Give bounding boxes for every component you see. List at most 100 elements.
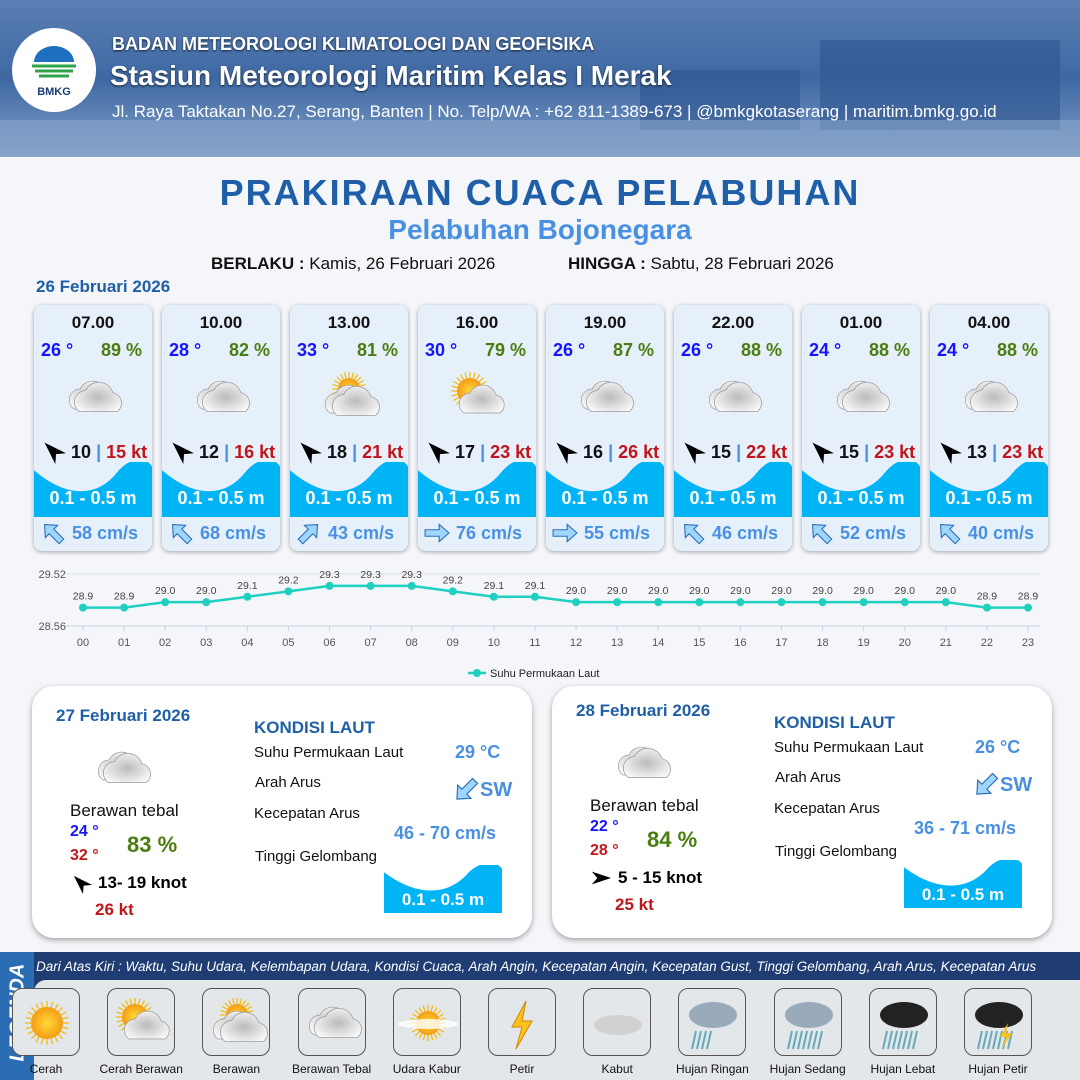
forecast-time: 10.00 (199, 313, 243, 332)
agency-name: BADAN METEOROLOGI KLIMATOLOGI DAN GEOFIS… (112, 34, 595, 54)
x-tick-label: 21 (940, 637, 952, 649)
x-tick-label: 19 (858, 637, 870, 649)
series-line (83, 584, 1028, 609)
forecast-time: 19.00 (583, 313, 627, 332)
wave-icon (162, 459, 280, 517)
data-point (161, 598, 170, 607)
legend-label: Cerah (29, 1062, 63, 1076)
y-tick-label: 29.52 (38, 569, 66, 581)
data-point (695, 598, 704, 607)
legend-item-petir (488, 988, 556, 1056)
current-dir-label: Arah Arus (775, 769, 841, 786)
current-speed: 46 cm/s (712, 522, 779, 543)
port-name: Pelabuhan Bojonegara (388, 214, 692, 245)
data-label: 29.2 (443, 574, 464, 586)
wind-speed: 15 (711, 442, 732, 462)
day-date: 27 Februari 2026 (56, 706, 191, 725)
day-panel-1: 27 Februari 2026 Berawan tebal 24 ° 32 °… (32, 686, 532, 938)
data-point (900, 598, 909, 607)
data-point (284, 587, 293, 596)
forecast-card: 22.00 26 ° 88 % 15 | 22 kt 0.1 - 0.5 m 4… (674, 305, 792, 551)
data-point (202, 598, 211, 607)
data-point (530, 592, 539, 601)
humidity: 89 % (100, 340, 142, 360)
legend-label: Petir (509, 1062, 535, 1076)
legend-note: Dari Atas Kiri : Waktu, Suhu Udara, Kele… (36, 959, 1037, 974)
data-label: 29.0 (895, 585, 916, 597)
data-label: 29.3 (401, 569, 422, 581)
berawan-tebal-icon (964, 380, 1018, 412)
air-temperature: 30 ° (425, 340, 458, 360)
wave-height: 0.1 - 0.5 m (689, 488, 777, 508)
wave-height: 0.1 - 0.5 m (561, 488, 649, 508)
data-point (859, 598, 868, 607)
wind-direction-icon (812, 442, 835, 465)
x-tick-label: 11 (529, 637, 540, 649)
sea-condition-title: KONDISI LAUT (254, 718, 375, 737)
separator: | (96, 442, 102, 462)
forecast-time: 13.00 (327, 313, 371, 332)
current-direction-icon (552, 523, 578, 543)
legend-label: Kabut (601, 1062, 633, 1076)
current-speed: 55 cm/s (584, 522, 651, 543)
forecast-time: 16.00 (455, 313, 499, 332)
wind-info: 15 | 23 kt (808, 438, 918, 465)
humidity: 79 % (484, 340, 526, 360)
x-tick-label: 02 (159, 637, 171, 649)
data-point (448, 587, 457, 596)
data-point (366, 581, 375, 590)
wind-direction-icon (684, 442, 707, 465)
data-label: 29.1 (484, 580, 505, 592)
wave-label: Tinggi Gelombang (775, 843, 898, 860)
legend-item-udara-kabur (392, 988, 461, 1056)
wind-info: 15 | 22 kt (680, 438, 790, 465)
legend-item-cerah-berawan (107, 988, 176, 1056)
wind-speed: 18 (327, 442, 348, 462)
forecast-time: 04.00 (967, 313, 1011, 332)
data-label: 28.9 (73, 591, 94, 603)
air-temperature: 26 ° (41, 340, 74, 360)
wave-icon (930, 459, 1048, 517)
data-label: 28.9 (977, 591, 998, 603)
sst-value: 29 °C (455, 742, 501, 762)
x-tick-label: 13 (611, 637, 623, 649)
humidity: 87 % (612, 340, 654, 360)
wind-range: 5 - 15 knot (618, 868, 703, 887)
data-point (120, 603, 129, 612)
wind-direction-icon (428, 442, 451, 465)
current-direction-icon (43, 523, 65, 545)
weather-desc: Berawan tebal (70, 801, 179, 820)
day-date: 28 Februari 2026 (576, 701, 711, 720)
forecast-time: 07.00 (71, 313, 115, 332)
berawan-tebal-icon (708, 380, 762, 412)
x-tick-label: 03 (200, 637, 212, 649)
data-label: 28.9 (1018, 591, 1039, 603)
x-tick-label: 23 (1022, 637, 1034, 649)
wind-speed: 16 (583, 442, 604, 462)
wind-speed: 15 (839, 442, 860, 462)
cerah-berawan-icon (451, 372, 505, 414)
data-label: 29.0 (771, 585, 792, 597)
data-point (407, 581, 416, 590)
wind-speed: 17 (455, 442, 476, 462)
forecast-card: 16.00 30 ° 79 % 17 | 23 kt 0.1 - 0.5 m 7… (418, 305, 536, 551)
x-tick-label: 14 (652, 637, 664, 649)
x-tick-label: 08 (406, 637, 418, 649)
sea-condition-title: KONDISI LAUT (774, 713, 895, 732)
legend-item-hujan-lebat (868, 988, 937, 1056)
wave-icon (674, 459, 792, 517)
x-tick-label: 17 (775, 637, 787, 649)
sea-temperature-chart: 29.52 28.56 00 28.9 01 28.9 02 29.0 03 29.0 04 29.1… (38, 569, 1040, 680)
header-banner: BMKG BADAN METEOROLOGI KLIMATOLOGI DAN G… (0, 0, 1080, 157)
humidity: 88 % (740, 340, 782, 360)
hujan-ringan-icon (689, 1002, 738, 1050)
x-tick-label: 06 (323, 637, 335, 649)
data-label: 29.0 (936, 585, 957, 597)
petir-icon (511, 1000, 533, 1050)
max-temp: 32 ° (70, 847, 99, 864)
hujan-sedang-icon (784, 1002, 833, 1050)
data-point (818, 598, 827, 607)
wind-direction-icon (940, 442, 963, 465)
legend-item-berawan-tebal (297, 988, 366, 1056)
current-direction-icon (456, 777, 479, 800)
